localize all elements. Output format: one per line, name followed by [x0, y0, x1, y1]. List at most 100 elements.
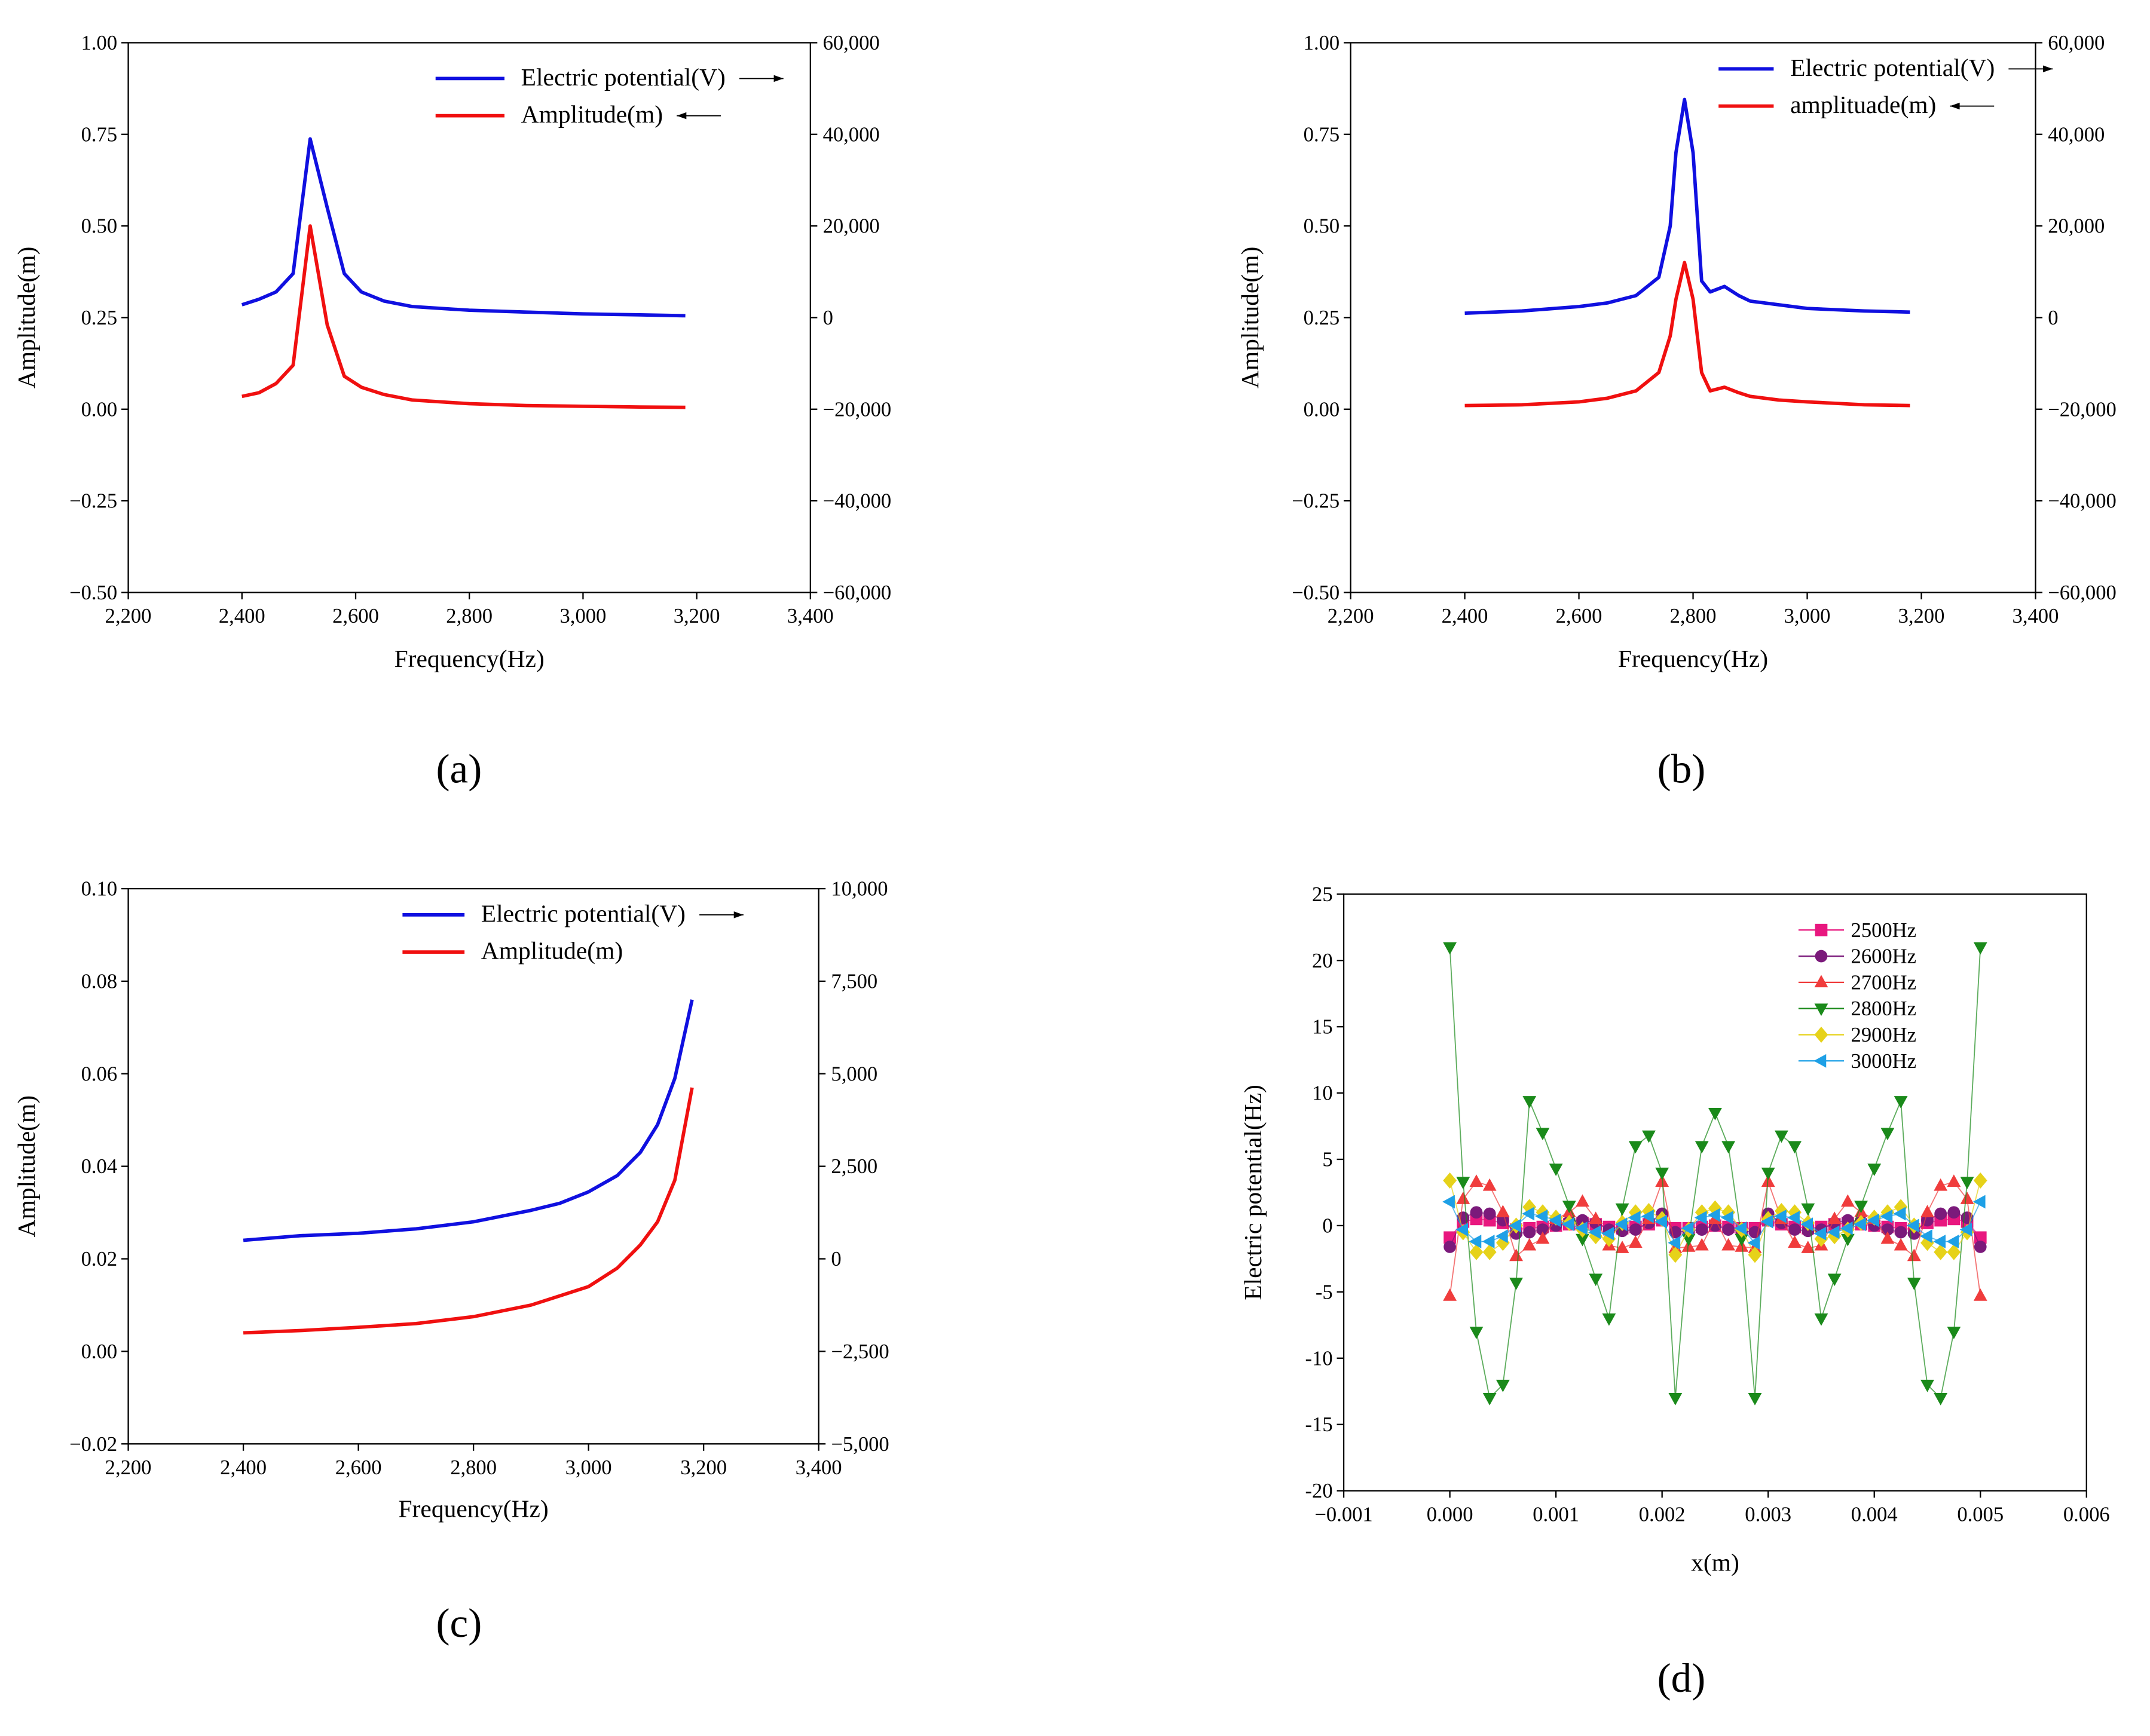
marker — [1880, 1128, 1895, 1141]
y2-tick-label: −40,000 — [2048, 490, 2117, 513]
x-tick-label: 3,000 — [1784, 605, 1831, 627]
marker — [1629, 1223, 1642, 1236]
plot-frame — [127, 887, 819, 1445]
x-tick-label: 0.005 — [1957, 1503, 2004, 1526]
y-tick-label: 0.75 — [1304, 123, 1340, 146]
legend-label: 2600Hz — [1851, 945, 1916, 968]
y2-tick-label: 40,000 — [2048, 123, 2105, 146]
marker — [1456, 1177, 1470, 1190]
y2-tick-label: 20,000 — [2048, 215, 2105, 238]
plot-frame — [127, 42, 811, 593]
marker — [1787, 1211, 1800, 1225]
plot-frame — [1350, 42, 2036, 593]
y-tick-label: −0.25 — [1292, 490, 1339, 513]
legend-label: Amplitude(m) — [481, 937, 623, 965]
series-line — [241, 224, 686, 409]
marker — [1721, 1141, 1736, 1154]
x-tick-label: 2,400 — [1442, 605, 1488, 627]
series-line — [1464, 97, 1910, 315]
marker — [1721, 1238, 1736, 1251]
x-axis-label: Frequency(Hz) — [1618, 645, 1768, 673]
series-line — [1464, 261, 1910, 408]
legend-label: Electric potential(V) — [1790, 54, 1995, 82]
y-tick-label: -15 — [1305, 1413, 1333, 1436]
legend-arrowhead — [677, 112, 687, 120]
y-tick-label: -10 — [1305, 1347, 1333, 1370]
x-tick-label: 3,200 — [674, 605, 720, 627]
y-tick-label: 0.08 — [81, 970, 118, 993]
marker — [1854, 1217, 1866, 1232]
marker — [1773, 1209, 1787, 1223]
marker — [1456, 1192, 1470, 1204]
marker — [1721, 1211, 1733, 1225]
marker — [1894, 1096, 1908, 1109]
y-tick-label: 1.00 — [81, 32, 118, 54]
marker — [1576, 1194, 1589, 1207]
y-axis-label: Amplitude(m) — [13, 1095, 41, 1237]
x-tick-label: 2,600 — [332, 605, 379, 627]
marker — [1827, 1225, 1840, 1239]
marker — [1536, 1231, 1550, 1244]
marker — [1972, 1195, 1986, 1209]
marker — [1601, 1226, 1614, 1241]
marker — [1562, 1201, 1576, 1214]
y2-tick-label: 7,500 — [831, 970, 877, 993]
y-tick-label: −0.50 — [69, 581, 117, 604]
marker — [1920, 1205, 1934, 1218]
marker — [1549, 1164, 1563, 1176]
marker — [1974, 1241, 1987, 1253]
marker — [1695, 1223, 1708, 1236]
panel-label: (b) — [1657, 746, 1706, 792]
x-tick-label: −0.001 — [1314, 1503, 1372, 1526]
y-tick-label: −0.50 — [1292, 581, 1339, 604]
y2-tick-label: 0 — [831, 1248, 841, 1270]
y2-tick-label: 60,000 — [2048, 32, 2105, 54]
x-tick-label: 2,400 — [220, 1456, 267, 1479]
x-tick-label: 0.000 — [1427, 1503, 1473, 1526]
marker — [1947, 1327, 1961, 1339]
y-tick-label: 15 — [1312, 1016, 1333, 1039]
marker — [1695, 1141, 1709, 1154]
marker — [1840, 1233, 1855, 1247]
marker — [1840, 1194, 1855, 1207]
legend-label: 2900Hz — [1851, 1024, 1916, 1046]
marker — [1641, 1209, 1654, 1223]
y-tick-label: −0.02 — [69, 1433, 117, 1456]
y2-tick-label: −5,000 — [831, 1433, 889, 1456]
marker — [1748, 1393, 1762, 1406]
marker — [1973, 1172, 1987, 1189]
marker — [1561, 1217, 1574, 1232]
y2-tick-label: −2,500 — [831, 1340, 889, 1363]
marker — [1894, 1226, 1907, 1239]
marker — [1815, 950, 1828, 963]
x-tick-label: 3,200 — [1898, 605, 1945, 627]
x-axis-label: Frequency(Hz) — [399, 1495, 549, 1523]
y-tick-label: 0.50 — [81, 215, 118, 238]
marker — [1522, 1096, 1537, 1109]
marker — [1960, 1177, 1974, 1190]
marker — [1827, 1273, 1842, 1287]
y-tick-label: 0.25 — [81, 307, 118, 329]
y2-tick-label: 20,000 — [823, 215, 880, 238]
x-tick-label: 2,800 — [446, 605, 493, 627]
marker — [1442, 1195, 1455, 1209]
marker — [1469, 1235, 1482, 1248]
panel-label: (a) — [436, 746, 482, 792]
legend-label: Electric potential(V) — [481, 899, 686, 927]
y2-tick-label: 60,000 — [823, 32, 880, 54]
marker — [1814, 1313, 1828, 1326]
x-tick-label: 3,200 — [680, 1456, 727, 1479]
marker — [1443, 942, 1457, 955]
y-tick-label: 20 — [1312, 950, 1333, 972]
marker — [1588, 1225, 1601, 1239]
y-tick-label: 0.10 — [81, 878, 118, 901]
marker — [1867, 1213, 1880, 1227]
y-tick-label: 0.02 — [81, 1248, 118, 1270]
marker — [1443, 1172, 1457, 1189]
x-tick-label: 3,000 — [565, 1456, 612, 1479]
x-tick-label: 0.004 — [1851, 1503, 1898, 1526]
y-tick-label: -20 — [1305, 1480, 1333, 1502]
legend-arrowhead — [2042, 65, 2053, 73]
y-tick-label: 10 — [1312, 1082, 1333, 1105]
marker — [1536, 1223, 1549, 1236]
